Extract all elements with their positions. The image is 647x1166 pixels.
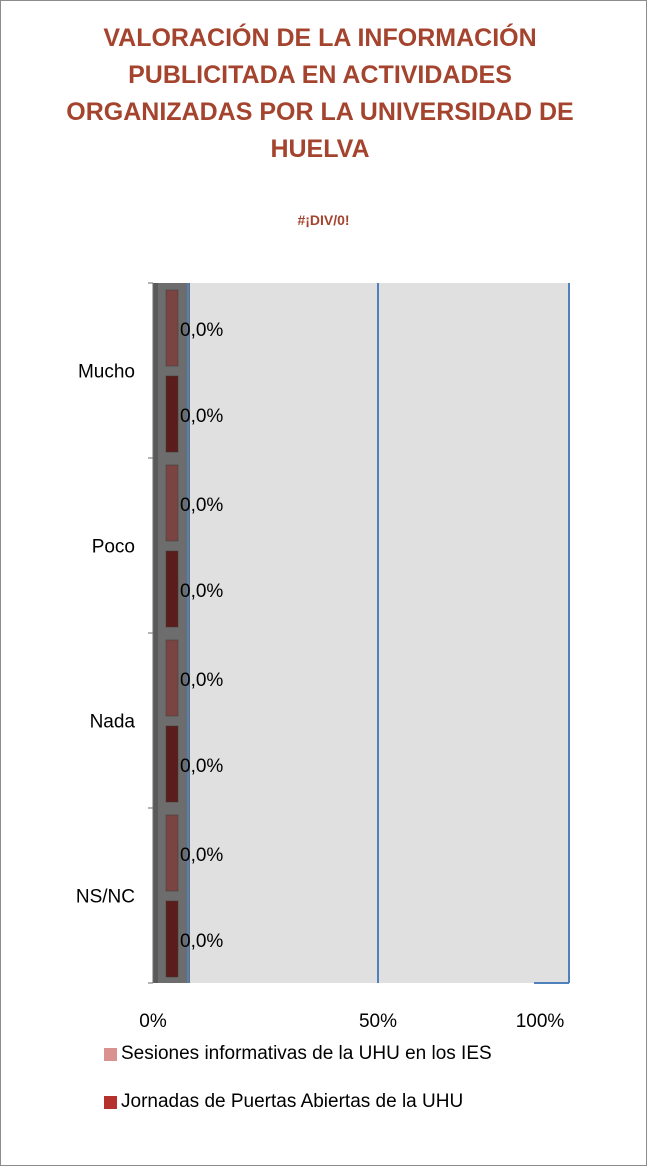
chart-title: VALORACIÓN DE LA INFORMACIÓN PUBLICITADA…: [66, 24, 574, 163]
legend-label: Jornadas de Puertas Abiertas de la UHU: [121, 1091, 464, 1112]
data-label: 0,0%: [180, 756, 223, 777]
category-label: NS/NC: [76, 887, 135, 908]
category-label: Mucho: [78, 362, 135, 383]
bar-jornadas: [165, 550, 179, 628]
chart-legend: Sesiones informativas de la UHU en los I…: [104, 1038, 492, 1134]
data-label: 0,0%: [180, 320, 223, 341]
bar-sesiones: [165, 289, 179, 367]
legend-item: Sesiones informativas de la UHU en los I…: [104, 1038, 492, 1070]
data-label: 0,0%: [180, 670, 223, 691]
bar-jornadas: [165, 725, 179, 803]
data-label: 0,0%: [180, 495, 223, 516]
bar-sesiones: [165, 464, 179, 542]
bar-sesiones: [165, 814, 179, 892]
axis-shade: [153, 283, 158, 983]
x-tick-label: 100%: [516, 1011, 565, 1030]
bar-jornadas: [165, 900, 179, 978]
category-label: Poco: [92, 537, 135, 558]
chart-subtitle: #¡DIV/0!: [297, 212, 350, 228]
chart-plot: Mucho 0,0% 0,0% Poco 0,0% 0,0% Nada 0,0% 0,0% NS/…: [76, 282, 570, 1030]
bar-jornadas: [165, 375, 179, 453]
bar-sesiones: [165, 639, 179, 717]
data-label: 0,0%: [180, 931, 223, 952]
x-tick-label: 0%: [139, 1011, 167, 1030]
data-label: 0,0%: [180, 406, 223, 427]
legend-label: Sesiones informativas de la UHU en los I…: [121, 1043, 492, 1064]
data-label: 0,0%: [180, 581, 223, 602]
x-tick-label: 50%: [359, 1011, 397, 1030]
legend-swatch: [104, 1095, 117, 1109]
legend-swatch: [104, 1047, 117, 1061]
category-label: Nada: [90, 712, 136, 733]
data-label: 0,0%: [180, 845, 223, 866]
legend-item: Jornadas de Puertas Abiertas de la UHU: [104, 1086, 492, 1118]
